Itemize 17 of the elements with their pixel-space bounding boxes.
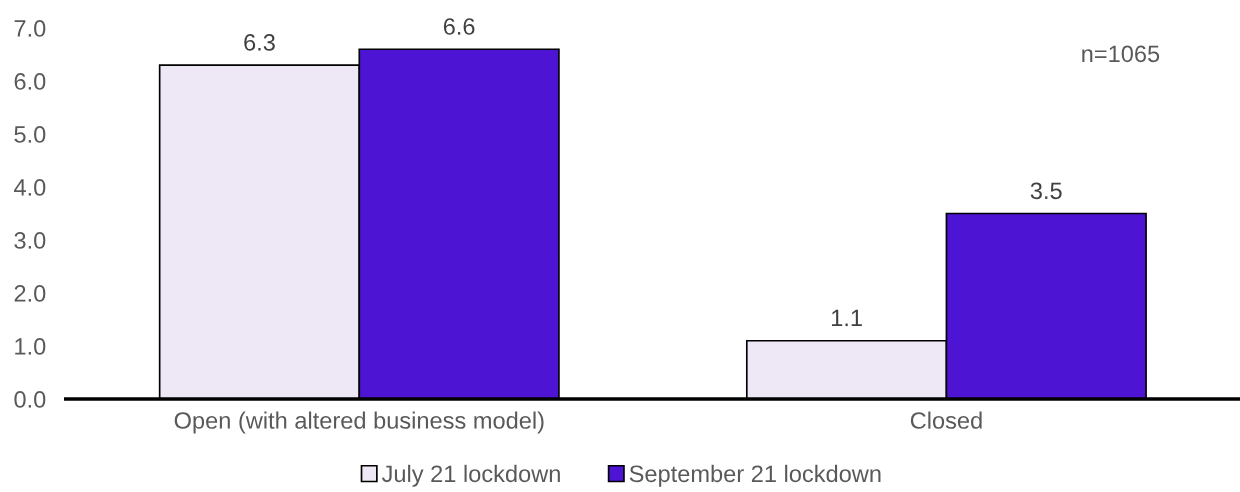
- y-tick-label: 0.0: [14, 391, 46, 408]
- data-label: 6.3: [244, 34, 275, 51]
- data-label: 3.5: [1030, 182, 1062, 200]
- y-tick-label: 5.0: [14, 126, 46, 143]
- y-tick-label: 6.0: [14, 73, 46, 90]
- annotation: n=1065: [1082, 45, 1160, 63]
- y-tick-label: 2.0: [14, 285, 46, 302]
- y-tick-label: 1.0: [15, 338, 46, 355]
- y-tick-label: 3.0: [14, 232, 46, 249]
- x-tick-label: Open (with altered business model): [174, 411, 544, 434]
- legend-label: July 21 lockdown: [381, 464, 560, 487]
- data-label: 6.6: [443, 18, 475, 35]
- data-label: 1.1: [832, 309, 862, 327]
- legend-label: September 21 lockdown: [629, 464, 881, 487]
- x-tick-label: Closed: [910, 411, 982, 429]
- y-tick-label: 7.0: [14, 20, 46, 37]
- y-tick-label: 4.0: [14, 179, 46, 196]
